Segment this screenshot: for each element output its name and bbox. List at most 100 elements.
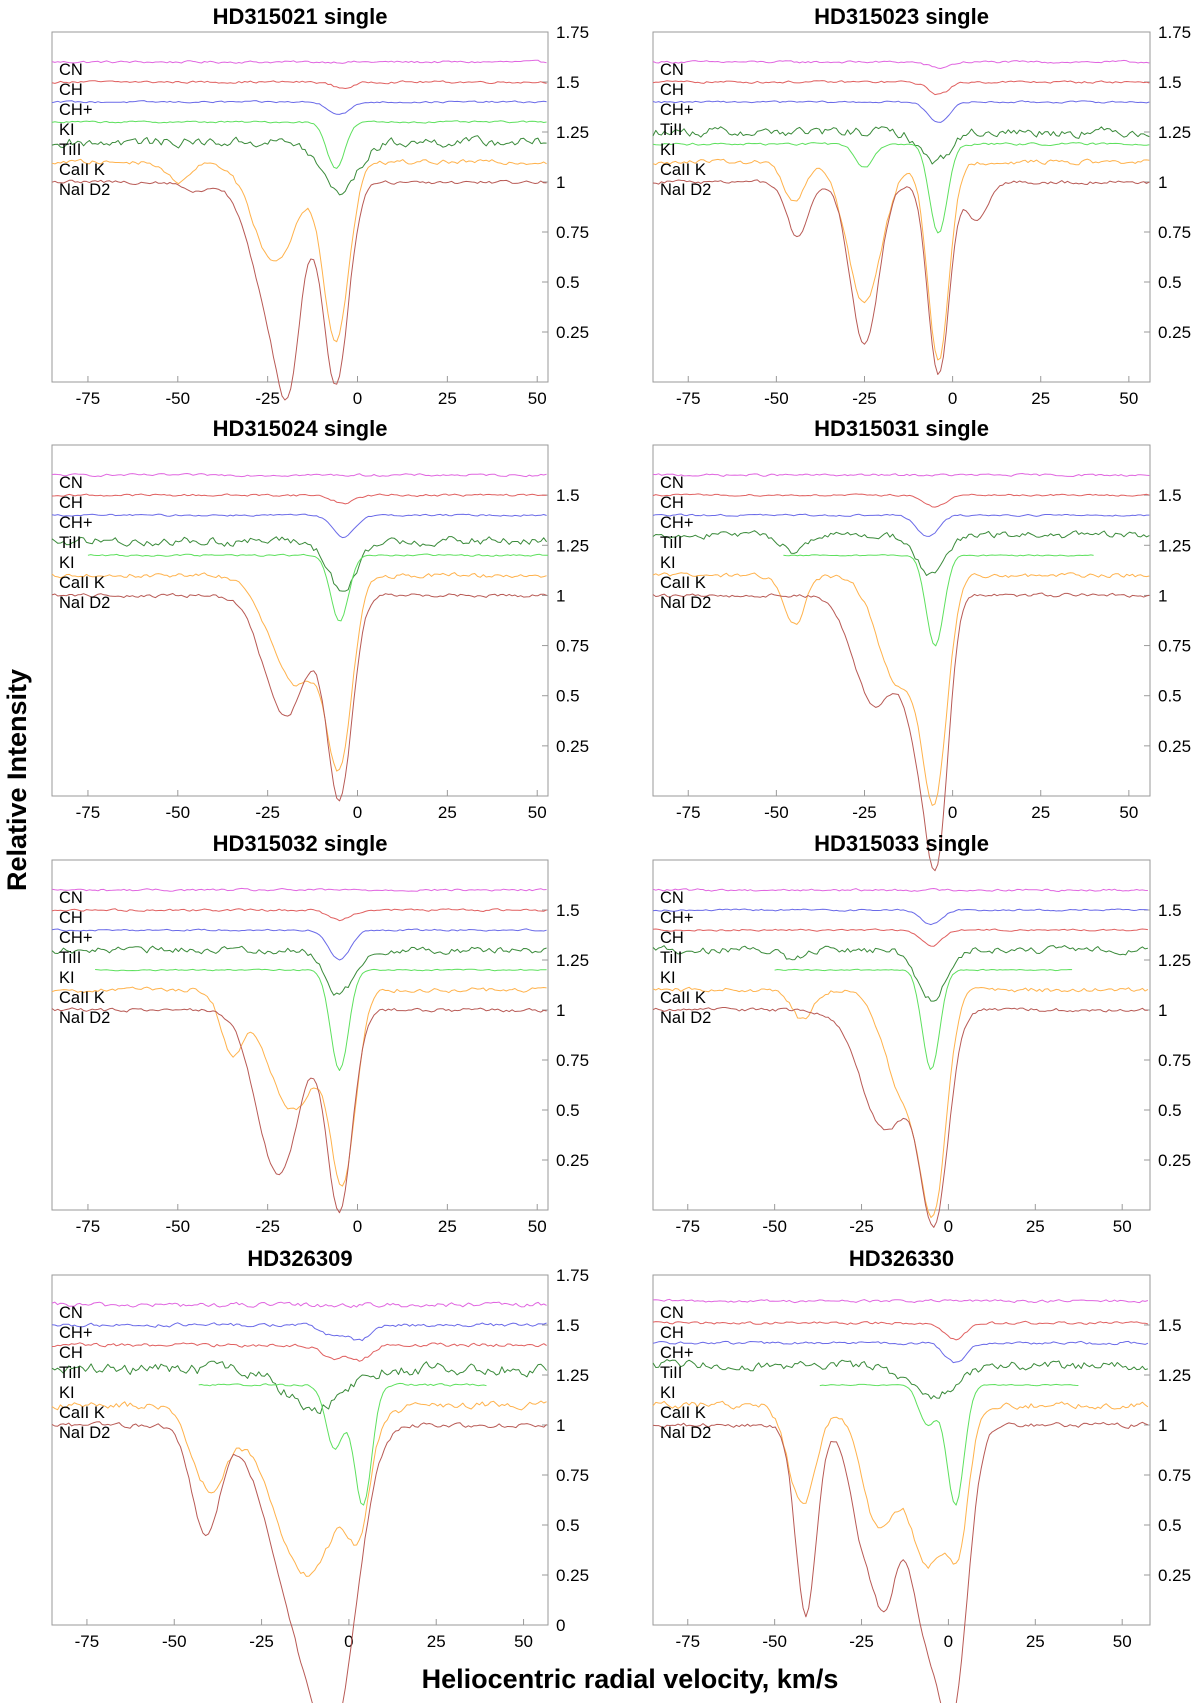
series-cn-line xyxy=(51,887,547,892)
series-nai-d2-line xyxy=(51,593,547,802)
y-tick-label: 1.5 xyxy=(556,73,580,92)
panel-title: HD315032 single xyxy=(213,831,388,856)
series-label: CaII K xyxy=(660,574,706,592)
y-tick-label: 0.5 xyxy=(556,273,580,292)
x-tick-label: 25 xyxy=(438,389,457,408)
series-label: CN xyxy=(660,889,684,907)
x-tick-label: 25 xyxy=(1026,1632,1045,1651)
series-ki-line xyxy=(819,1383,1079,1506)
y-tick-label: 1.75 xyxy=(556,23,589,42)
y-tick-label: 0.25 xyxy=(556,323,589,342)
x-tick-label: -75 xyxy=(676,389,701,408)
panel-title: HD315021 single xyxy=(213,4,388,29)
y-tick-label: 1.75 xyxy=(556,1266,589,1285)
y-tick-label: 1 xyxy=(556,173,565,192)
series-ch-line xyxy=(652,928,1148,947)
series-label: CH xyxy=(660,1324,684,1342)
series-nai-d2-line xyxy=(51,1421,547,1703)
series-ki-line xyxy=(95,968,547,1071)
series-label: CH+ xyxy=(59,929,92,947)
y-tick-label: 1 xyxy=(556,1416,565,1435)
x-tick-label: -25 xyxy=(852,803,877,822)
x-tick-label: -50 xyxy=(166,1217,191,1236)
x-tick-label: -50 xyxy=(166,389,191,408)
series-nai-d2-line xyxy=(652,592,1150,872)
x-tick-label: -50 xyxy=(166,803,191,822)
x-tick-label: 0 xyxy=(944,1217,953,1236)
x-tick-label: -75 xyxy=(675,1217,700,1236)
series-ch--line xyxy=(652,908,1148,926)
x-tick-label: -75 xyxy=(75,1632,100,1651)
series-caii-k-line xyxy=(652,572,1150,806)
x-tick-label: -75 xyxy=(675,1632,700,1651)
series-cn-line xyxy=(51,1301,547,1308)
y-tick-label: 1.25 xyxy=(556,1366,589,1385)
x-tick-label: -50 xyxy=(762,1632,787,1651)
plot-frame xyxy=(652,1274,1151,1626)
series-ki-line xyxy=(198,1382,487,1506)
series-label: CH+ xyxy=(660,1344,693,1362)
series-label: CH xyxy=(59,81,83,99)
x-tick-label: 50 xyxy=(528,803,547,822)
series-cn-line xyxy=(652,1298,1149,1304)
series-ch--line xyxy=(652,1340,1149,1364)
panel-5: HD315032 single -75 -50 -25 0 25 50 0.25 0.5 0.75… xyxy=(51,831,589,1236)
x-tick-label: 25 xyxy=(427,1632,446,1651)
y-tick-label: 0.5 xyxy=(1158,687,1182,706)
y-tick-label: 0.5 xyxy=(556,1101,580,1120)
x-tick-label: 0 xyxy=(948,389,957,408)
series-label: KI xyxy=(660,969,676,987)
x-tick-label: -75 xyxy=(76,1217,101,1236)
series-label: CH+ xyxy=(59,514,92,532)
x-tick-label: 50 xyxy=(514,1632,533,1651)
y-tick-label: 0.25 xyxy=(556,1151,589,1170)
y-tick-label: 1 xyxy=(1158,1001,1167,1020)
series-tiii-line xyxy=(652,530,1150,576)
series-label: CaII K xyxy=(660,1404,706,1422)
series-label: NaI D2 xyxy=(59,1424,110,1442)
y-tick-label: 1 xyxy=(556,1001,565,1020)
series-caii-k-line xyxy=(652,986,1149,1218)
x-tick-label: -25 xyxy=(849,1217,874,1236)
series-label: CN xyxy=(59,61,83,79)
series-tiii-line xyxy=(51,945,547,996)
series-label: CN xyxy=(660,474,684,492)
y-tick-label: 1.25 xyxy=(1158,951,1191,970)
x-tick-label: 0 xyxy=(948,803,957,822)
series-label: CH xyxy=(59,1344,83,1362)
panel-title: HD315031 single xyxy=(814,416,989,441)
series-ki-line xyxy=(87,553,548,622)
series-label: CN xyxy=(59,889,83,907)
y-tick-label: 0 xyxy=(556,1616,565,1635)
series-cn-line xyxy=(652,59,1150,69)
x-tick-label: 25 xyxy=(438,803,457,822)
series-ch-line xyxy=(51,80,547,89)
series-caii-k-line xyxy=(51,986,547,1187)
panel-title: HD326309 xyxy=(247,1246,352,1271)
series-label: NaI D2 xyxy=(660,1424,711,1442)
x-tick-label: 0 xyxy=(944,1632,953,1651)
y-tick-label: 0.75 xyxy=(1158,223,1191,242)
series-label: TiII xyxy=(660,121,682,139)
series-ch--line xyxy=(51,1322,547,1342)
series-label: KI xyxy=(660,554,676,572)
series-tiii-line xyxy=(652,945,1149,1002)
series-label: CaII K xyxy=(59,574,105,592)
y-tick-label: 0.5 xyxy=(556,687,580,706)
series-label: CH+ xyxy=(59,101,92,119)
x-tick-label: -25 xyxy=(255,389,280,408)
series-label: KI xyxy=(59,1384,75,1402)
series-label: CH xyxy=(660,494,684,512)
series-label: KI xyxy=(59,969,75,987)
x-tick-label: -75 xyxy=(76,389,101,408)
series-label: NaI D2 xyxy=(660,181,711,199)
plot-frame xyxy=(51,444,549,797)
panel-title: HD315023 single xyxy=(814,4,989,29)
x-axis-label: Heliocentric radial velocity, km/s xyxy=(422,1664,839,1694)
panel-6: HD315033 single -75 -50 -25 0 25 50 0.25 0.5 0.75… xyxy=(652,831,1191,1236)
x-tick-label: 50 xyxy=(1119,389,1138,408)
series-ch--line xyxy=(51,100,547,115)
series-caii-k-line xyxy=(51,572,547,772)
y-tick-label: 1.5 xyxy=(556,486,580,505)
series-label: TiII xyxy=(59,1364,81,1382)
